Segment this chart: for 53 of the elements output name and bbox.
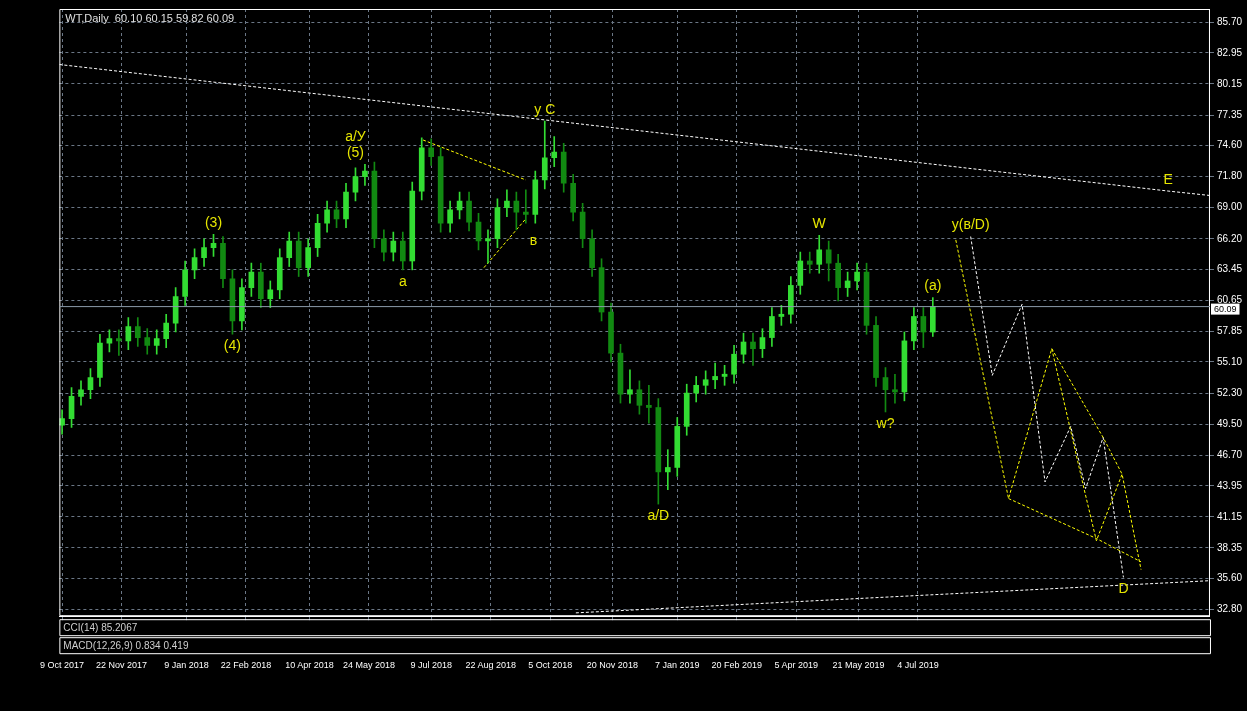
y-tick-label: 82.95 (1216, 46, 1243, 58)
annotation: E (1163, 170, 1173, 187)
x-tick-label: 21 May 2019 (832, 660, 885, 671)
y-tick-label: 69.00 (1216, 201, 1243, 213)
y-tick-label: 35.60 (1216, 572, 1243, 584)
y-tick-label: 43.95 (1216, 479, 1243, 491)
x-tick-label: 4 Jul 2019 (897, 660, 939, 671)
y-tick-label: 77.35 (1216, 108, 1243, 120)
x-tick-label: 20 Feb 2019 (711, 660, 763, 671)
y-tick-label: 66.20 (1216, 232, 1243, 244)
x-tick-label: 5 Apr 2019 (774, 660, 819, 671)
text: MACD(12,26,9) 0.834 0.419 (63, 639, 189, 651)
y-tick-label: 80.15 (1216, 77, 1243, 89)
x-tick-label: 22 Feb 2018 (220, 660, 272, 671)
y-tick-label: 63.45 (1216, 263, 1243, 275)
x-tick-label: 9 Oct 2017 (40, 660, 85, 671)
y-tick-label: 41.15 (1216, 510, 1243, 522)
y-tick-label: 60.65 (1216, 294, 1243, 306)
x-tick-label: 22 Aug 2018 (465, 660, 516, 671)
annotation: a/У (345, 128, 366, 145)
annotation: (4) (223, 337, 241, 354)
y-tick-label: 71.80 (1216, 170, 1243, 182)
y-tick-label: 49.50 (1216, 417, 1243, 429)
x-tick-label: 9 Jan 2018 (164, 660, 209, 671)
annotation: D (1118, 580, 1129, 597)
ref-line-label: 60.09 (1213, 303, 1237, 314)
x-tick-label: 10 Apr 2018 (285, 660, 334, 671)
x-tick-label: 20 Nov 2018 (586, 660, 638, 671)
annotation: a (398, 272, 407, 289)
y-tick-label: 55.10 (1216, 355, 1243, 367)
annotation: у C (534, 100, 556, 117)
annotation: (5) (346, 144, 365, 161)
x-tick-label: 22 Nov 2017 (96, 660, 148, 671)
annotation: в (529, 231, 538, 248)
x-tick-label: 7 Jan 2019 (654, 660, 700, 671)
annotation: w? (875, 414, 895, 431)
chart-title: WT,Daily 60.10 60.15 59.82 60.09 (65, 11, 235, 24)
annotation: a/D (647, 506, 670, 523)
x-tick-label: 9 Jul 2018 (410, 660, 452, 671)
y-tick-label: 46.70 (1216, 448, 1243, 460)
x-tick-label: 5 Oct 2018 (528, 660, 573, 671)
annotation: у(в/D) (951, 216, 990, 233)
y-tick-label: 85.70 (1216, 16, 1243, 28)
annotation: W (812, 215, 827, 232)
y-tick-label: 38.35 (1216, 541, 1243, 553)
y-tick-label: 57.85 (1216, 325, 1243, 337)
annotation: (3) (204, 214, 223, 231)
x-tick-label: 24 May 2018 (342, 660, 396, 671)
y-tick-label: 32.80 (1216, 603, 1243, 615)
annotation: (a) (924, 277, 942, 294)
y-tick-label: 52.30 (1216, 386, 1243, 398)
text: CCI(14) 85.2067 (63, 621, 138, 633)
y-tick-label: 74.60 (1216, 139, 1243, 151)
